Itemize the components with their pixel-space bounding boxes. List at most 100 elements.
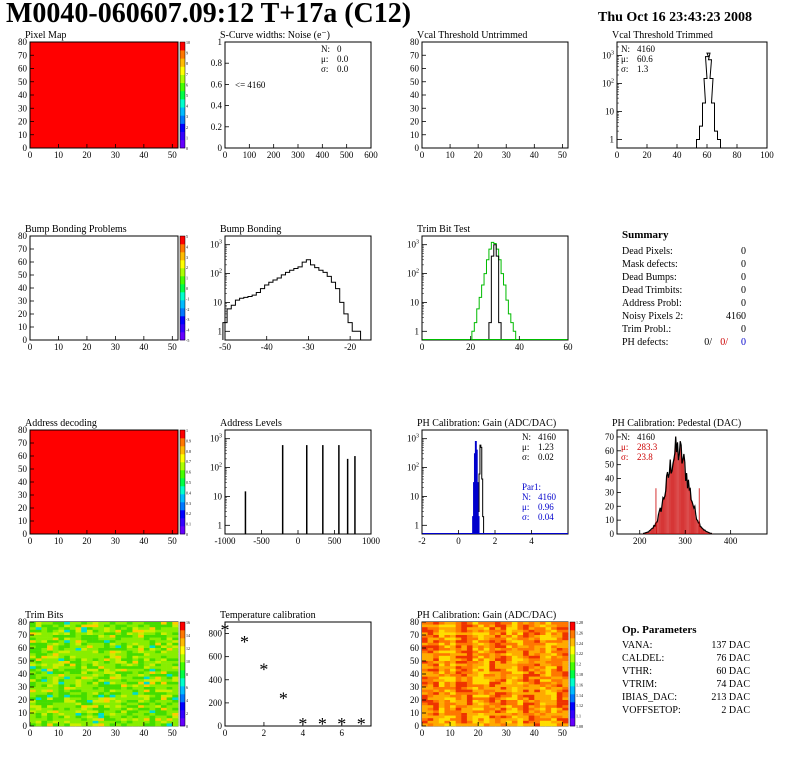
heatmap-cell bbox=[132, 681, 139, 685]
heatmap-cell bbox=[115, 723, 122, 727]
heatmap-cell bbox=[556, 650, 563, 654]
heatmap-cell bbox=[92, 627, 99, 631]
heatmap-cell bbox=[132, 648, 139, 651]
heatmap-cell bbox=[160, 681, 167, 685]
heatmap-cell bbox=[75, 629, 82, 633]
heatmap-cell bbox=[551, 681, 558, 685]
heatmap-cell bbox=[466, 700, 473, 703]
heatmap-cell bbox=[534, 666, 541, 670]
heatmap-cell bbox=[69, 681, 76, 685]
colorbar-tick-label: 14 bbox=[186, 633, 190, 638]
heatmap-cell bbox=[506, 697, 513, 701]
heatmap-cell bbox=[132, 645, 139, 649]
heatmap-cell bbox=[86, 629, 93, 633]
heatmap-cell bbox=[478, 692, 485, 696]
heatmap-cell bbox=[427, 622, 434, 625]
heatmap-cell bbox=[523, 635, 529, 638]
stat-label: σ: bbox=[321, 64, 328, 74]
heatmap-cell bbox=[58, 694, 65, 698]
heatmap-cell bbox=[138, 679, 145, 683]
summary-label: Dead Trimbits: bbox=[622, 285, 682, 296]
heatmap-cell bbox=[545, 632, 552, 636]
y-tick-label: 20 bbox=[18, 695, 28, 705]
heatmap-cell bbox=[450, 624, 456, 628]
heatmap-cell bbox=[172, 637, 179, 641]
heatmap-cell bbox=[534, 707, 541, 711]
colorbar-segment bbox=[180, 244, 185, 253]
heatmap-cell bbox=[115, 710, 122, 714]
heatmap-cell bbox=[444, 642, 451, 646]
heatmap-cell bbox=[52, 648, 59, 651]
y-tick-label: 30 bbox=[18, 296, 28, 306]
heatmap-cell bbox=[81, 650, 88, 654]
heatmap-cell bbox=[132, 632, 139, 636]
heatmap-cell bbox=[41, 723, 48, 727]
x-tick-label: 40 bbox=[530, 150, 540, 160]
heatmap-cell bbox=[438, 645, 445, 649]
heatmap-cell bbox=[75, 679, 82, 683]
heatmap-cell bbox=[109, 629, 116, 633]
heatmap-cell bbox=[433, 710, 440, 714]
heatmap-cell bbox=[545, 702, 552, 706]
heatmap-cell bbox=[539, 668, 546, 672]
heatmap-cell bbox=[69, 679, 76, 683]
y-tick-label: 30 bbox=[18, 682, 28, 692]
heatmap-cell bbox=[523, 723, 529, 727]
heatmap-cell bbox=[75, 718, 82, 722]
heatmap-cell bbox=[455, 684, 462, 688]
heatmap-cell bbox=[562, 637, 569, 641]
summary-value: 0 bbox=[741, 246, 746, 257]
heatmap-cell bbox=[81, 674, 88, 677]
heatmap-cell bbox=[75, 645, 82, 649]
heatmap-cell bbox=[143, 661, 150, 664]
heatmap-cell bbox=[478, 676, 485, 680]
heatmap-cell bbox=[461, 635, 468, 638]
heatmap-cell bbox=[461, 640, 468, 644]
heatmap-cell bbox=[104, 668, 110, 672]
heatmap-cell bbox=[149, 694, 156, 698]
x-tick-label: 40 bbox=[530, 728, 540, 738]
heatmap-cell bbox=[41, 658, 48, 662]
heatmap-cell bbox=[506, 705, 513, 709]
heatmap-cell bbox=[160, 718, 167, 722]
heatmap-cell bbox=[539, 692, 546, 696]
heatmap-cell bbox=[438, 655, 445, 659]
heatmap-cell bbox=[69, 661, 76, 664]
heatmap-cell bbox=[52, 718, 59, 722]
heatmap-cell bbox=[81, 679, 88, 683]
heatmap-cell bbox=[539, 710, 546, 714]
colorbar-segment bbox=[570, 630, 575, 639]
heatmap-cell bbox=[438, 692, 445, 696]
heatmap-cell bbox=[528, 679, 535, 683]
heatmap-cell bbox=[86, 684, 93, 688]
heatmap-cell bbox=[41, 707, 48, 711]
heatmap-cell bbox=[478, 642, 485, 646]
heatmap-cell bbox=[489, 661, 496, 664]
heatmap-cell bbox=[121, 629, 128, 633]
heatmap-cell bbox=[539, 687, 546, 690]
heatmap-cell bbox=[132, 627, 139, 631]
heatmap-cell bbox=[47, 674, 54, 677]
heatmap-cell bbox=[115, 622, 122, 625]
heatmap-cell bbox=[64, 692, 71, 696]
heatmap-cell bbox=[450, 629, 456, 633]
heatmap-cell bbox=[483, 681, 490, 685]
heatmap-cell bbox=[422, 687, 428, 690]
heatmap-cell bbox=[166, 697, 173, 701]
heatmap-cell bbox=[81, 702, 88, 706]
heatmap-cell bbox=[172, 666, 179, 670]
x-tick-label: 10 bbox=[54, 536, 64, 546]
heatmap-cell bbox=[506, 684, 513, 688]
heatmap-cell bbox=[466, 668, 473, 672]
heatmap-cell bbox=[30, 713, 36, 716]
heatmap-cell bbox=[69, 713, 76, 716]
heatmap-cell bbox=[115, 624, 122, 628]
heatmap-cell bbox=[528, 705, 535, 709]
heatmap-cell bbox=[539, 658, 546, 662]
heatmap-cell bbox=[81, 671, 88, 675]
heatmap-cell bbox=[545, 653, 552, 657]
heatmap-cell bbox=[461, 650, 468, 654]
heatmap-cell bbox=[427, 707, 434, 711]
heatmap-cell bbox=[155, 684, 162, 688]
heatmap-cell bbox=[35, 632, 42, 636]
